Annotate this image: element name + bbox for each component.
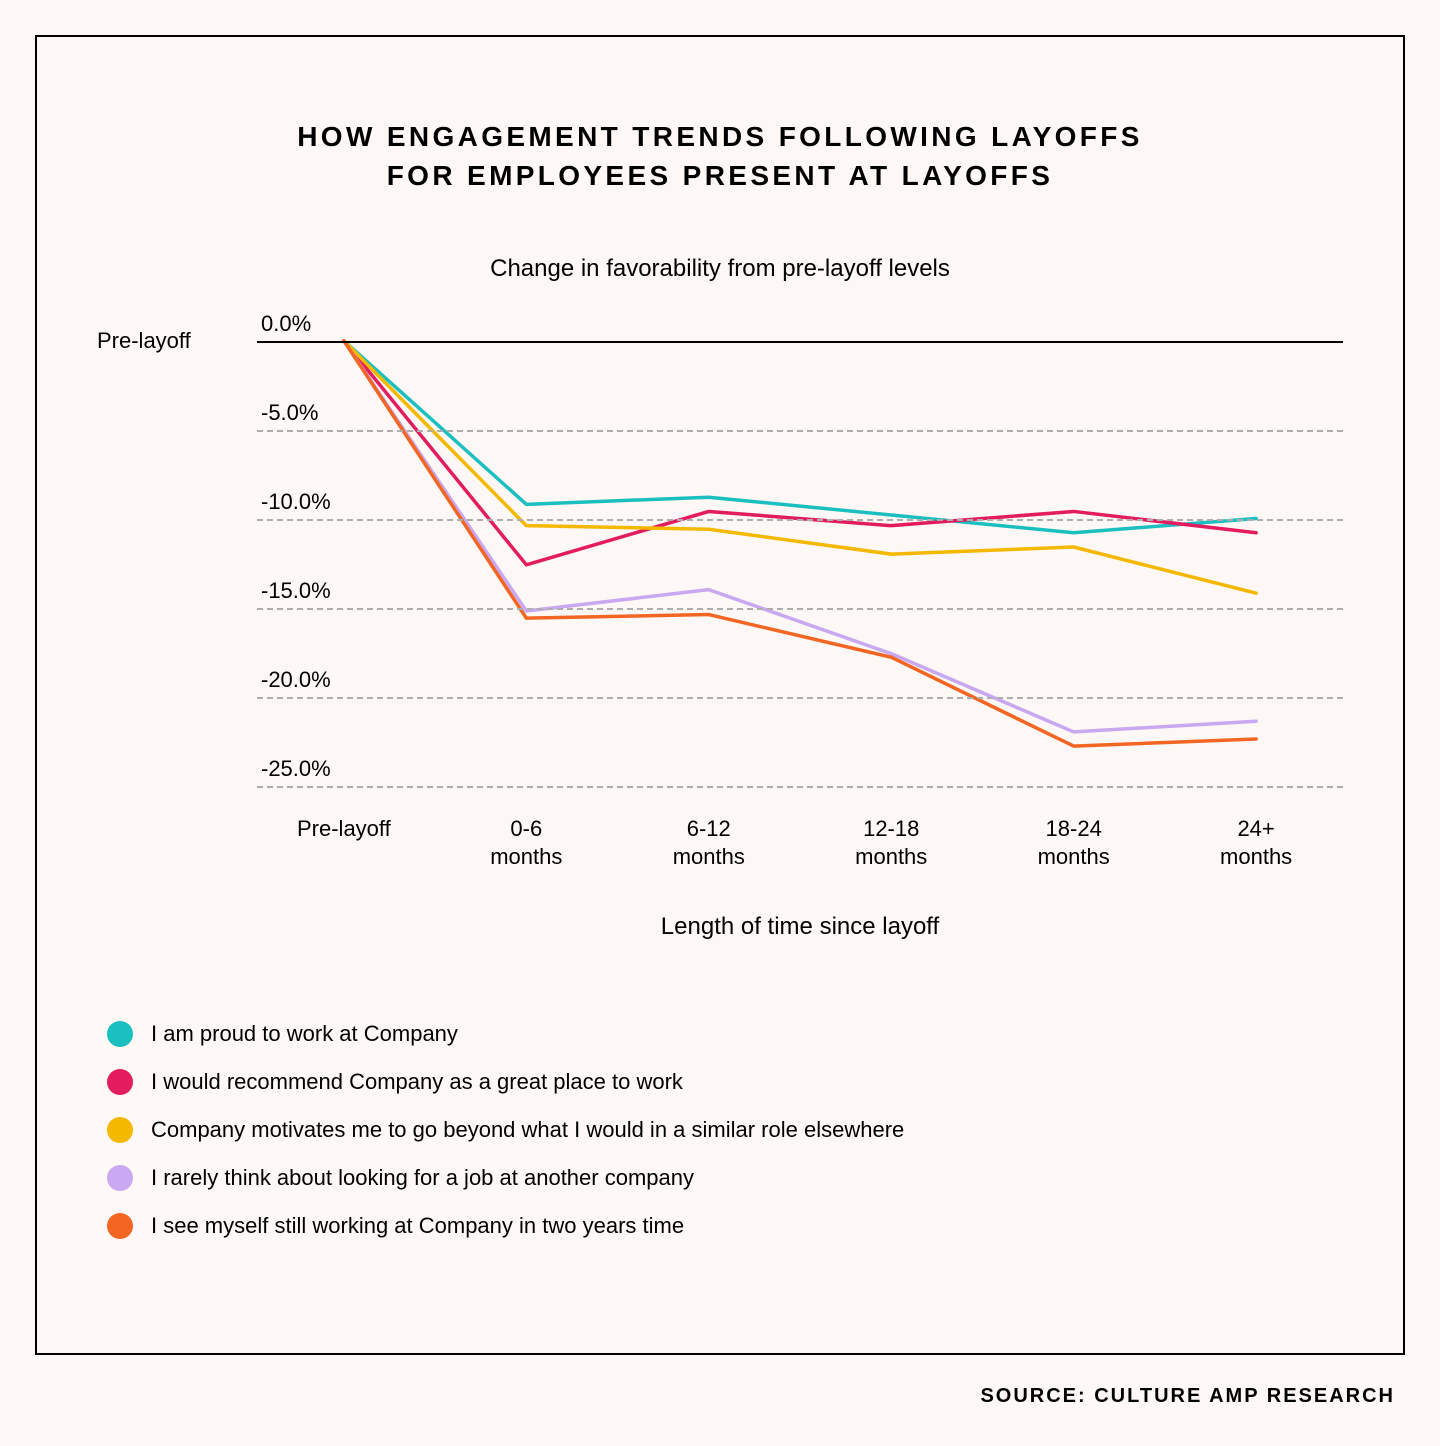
gridline xyxy=(257,608,1343,610)
legend-item: I rarely think about looking for a job a… xyxy=(107,1165,1343,1191)
chart-subtitle: Change in favorability from pre-layoff l… xyxy=(97,255,1343,283)
line-series xyxy=(344,341,1256,593)
x-tick-label: 18-24 months xyxy=(1038,815,1110,870)
line-series xyxy=(344,341,1256,732)
title-line-1: HOW ENGAGEMENT TRENDS FOLLOWING LAYOFFS xyxy=(297,121,1143,152)
legend-item: Company motivates me to go beyond what I… xyxy=(107,1117,1343,1143)
gridline xyxy=(257,697,1343,699)
chart-frame: HOW ENGAGEMENT TRENDS FOLLOWING LAYOFFS … xyxy=(35,35,1405,1355)
y-tick-label: -25.0% xyxy=(261,756,331,786)
legend: I am proud to work at Company I would rec… xyxy=(107,1021,1343,1239)
y-tick-label: -5.0% xyxy=(261,400,318,430)
title-line-2: FOR EMPLOYEES PRESENT AT LAYOFFS xyxy=(387,160,1054,191)
legend-swatch xyxy=(107,1165,133,1191)
plot-area: 0.0%-5.0%-10.0%-15.0%-20.0%-25.0%Pre-lay… xyxy=(257,323,1343,803)
gridline xyxy=(257,786,1343,788)
line-series-svg xyxy=(257,323,1343,803)
source-attribution: SOURCE: CULTURE AMP RESEARCH xyxy=(35,1385,1405,1408)
gridline xyxy=(257,519,1343,521)
legend-swatch xyxy=(107,1069,133,1095)
chart-title: HOW ENGAGEMENT TRENDS FOLLOWING LAYOFFS … xyxy=(97,117,1343,195)
x-tick-label: 6-12 months xyxy=(673,815,745,870)
y-axis-pre-layoff-label: Pre-layoff xyxy=(97,328,191,354)
x-tick-label: 12-18 months xyxy=(855,815,927,870)
legend-swatch xyxy=(107,1213,133,1239)
legend-swatch xyxy=(107,1117,133,1143)
y-tick-label: -20.0% xyxy=(261,667,331,697)
x-tick-label: Pre-layoff xyxy=(297,815,391,843)
chart-area: 0.0%-5.0%-10.0%-15.0%-20.0%-25.0%Pre-lay… xyxy=(97,323,1343,883)
y-tick-label: -10.0% xyxy=(261,489,331,519)
y-tick-label: -15.0% xyxy=(261,578,331,608)
gridline xyxy=(257,430,1343,432)
zero-line xyxy=(257,341,1343,343)
x-axis-title: Length of time since layoff xyxy=(257,913,1343,941)
y-tick-label: 0.0% xyxy=(261,311,311,341)
legend-item: I would recommend Company as a great pla… xyxy=(107,1069,1343,1095)
legend-label: I would recommend Company as a great pla… xyxy=(151,1069,683,1095)
line-series xyxy=(344,341,1256,565)
legend-item: I am proud to work at Company xyxy=(107,1021,1343,1047)
x-tick-label: 24+ months xyxy=(1220,815,1292,870)
legend-label: I rarely think about looking for a job a… xyxy=(151,1165,694,1191)
legend-label: I see myself still working at Company in… xyxy=(151,1213,684,1239)
x-tick-label: 0-6 months xyxy=(490,815,562,870)
legend-item: I see myself still working at Company in… xyxy=(107,1213,1343,1239)
legend-label: I am proud to work at Company xyxy=(151,1021,458,1047)
legend-label: Company motivates me to go beyond what I… xyxy=(151,1117,904,1143)
legend-swatch xyxy=(107,1021,133,1047)
line-series xyxy=(344,341,1256,533)
